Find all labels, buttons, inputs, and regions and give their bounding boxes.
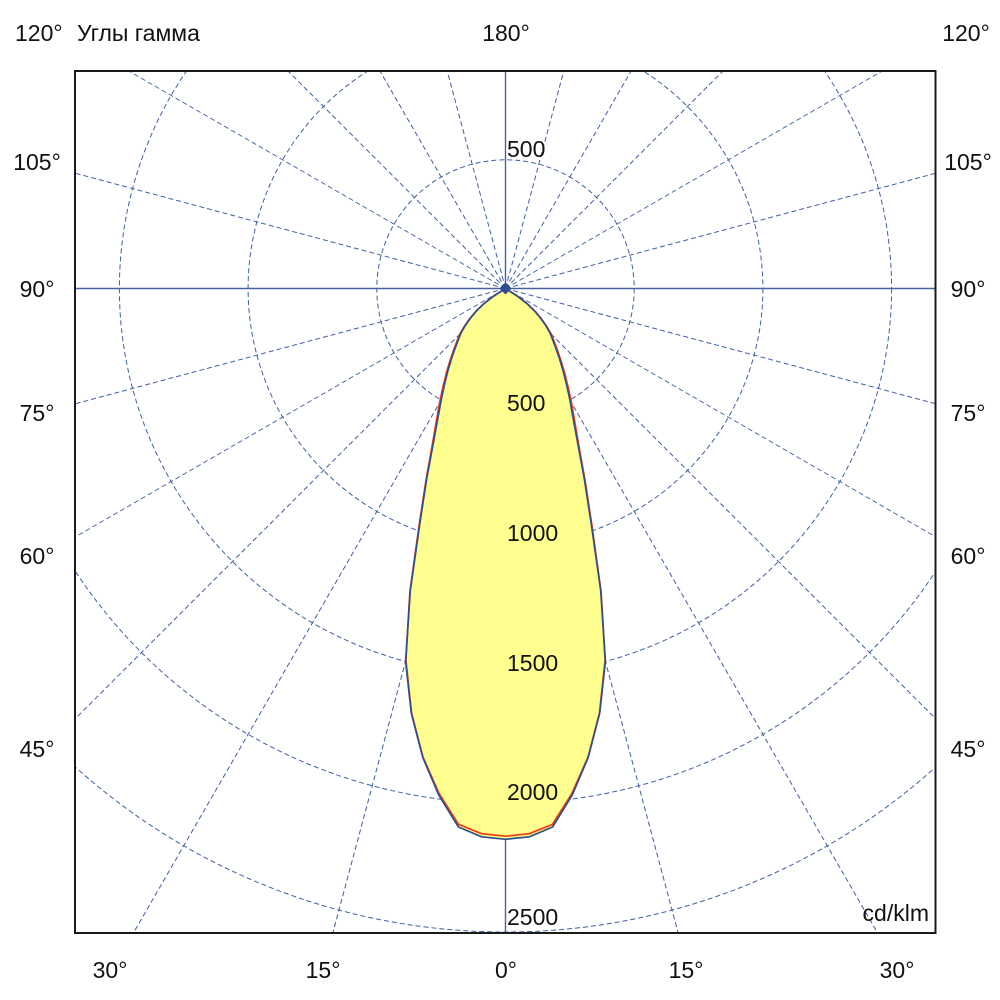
side-angle-label-right-90: 90° <box>950 276 986 302</box>
bottom-angle-label-4: 30° <box>879 957 915 983</box>
gamma-ray-15 <box>505 288 679 933</box>
bottom-angle-label-1: 15° <box>305 957 341 983</box>
gamma-ray-120 <box>505 71 884 289</box>
gamma-ray-105 <box>505 172 936 289</box>
ring-label-2500: 2500 <box>507 904 559 930</box>
side-angle-label-right-60: 60° <box>950 543 986 569</box>
ring-label-2000: 2000 <box>507 779 559 805</box>
gamma-ray-45 <box>505 288 936 720</box>
diagram-title: Углы гамма <box>77 20 200 46</box>
gamma-ray-135 <box>505 71 724 289</box>
gamma-ray-225 <box>287 71 506 289</box>
gamma-ray-30 <box>505 288 879 933</box>
gamma-ray-165 <box>505 71 565 289</box>
corner-angle-label-top-right: 120° <box>942 20 990 46</box>
side-angle-label-left-45: 45° <box>19 736 55 762</box>
bottom-angle-label-3: 15° <box>668 957 704 983</box>
plot-border <box>74 70 937 934</box>
side-angle-label-right-75: 75° <box>950 400 986 426</box>
beam-fill <box>405 288 606 840</box>
gamma-ray-195 <box>446 71 506 289</box>
gamma-ray-75 <box>505 288 936 405</box>
gamma-ray-210 <box>379 71 506 289</box>
units-label: cd/klm <box>862 900 929 926</box>
gamma-ray-330 <box>132 288 506 933</box>
ring-label-1500: 1500 <box>507 650 559 676</box>
gamma-ray-345 <box>332 288 506 933</box>
ring-label-500: 500 <box>507 390 546 416</box>
ring-label-1000: 1000 <box>507 520 559 546</box>
gamma-ray-300 <box>75 288 506 538</box>
side-angle-label-right-105: 105° <box>944 149 992 175</box>
polar-center-marker <box>499 282 512 295</box>
beam-curve-red <box>405 287 606 838</box>
top-axis-label-180: 180° <box>482 20 530 46</box>
beam-curve-blue <box>404 287 607 841</box>
side-angle-label-left-105: 105° <box>13 149 61 175</box>
gamma-ray-60 <box>505 288 936 538</box>
side-angle-label-right-45: 45° <box>950 736 986 762</box>
side-angle-label-left-90: 90° <box>19 276 55 302</box>
bottom-angle-label-2: 0° <box>495 957 517 983</box>
corner-angle-label-top-left: 120° <box>15 20 63 46</box>
side-angle-label-left-75: 75° <box>19 400 55 426</box>
ring-label-above-500: 500 <box>507 136 546 162</box>
gamma-ray-150 <box>505 71 632 289</box>
gamma-ray-315 <box>75 288 506 720</box>
side-angle-label-left-60: 60° <box>19 543 55 569</box>
bottom-angle-label-0: 30° <box>92 957 128 983</box>
gamma-ray-240 <box>127 71 506 289</box>
